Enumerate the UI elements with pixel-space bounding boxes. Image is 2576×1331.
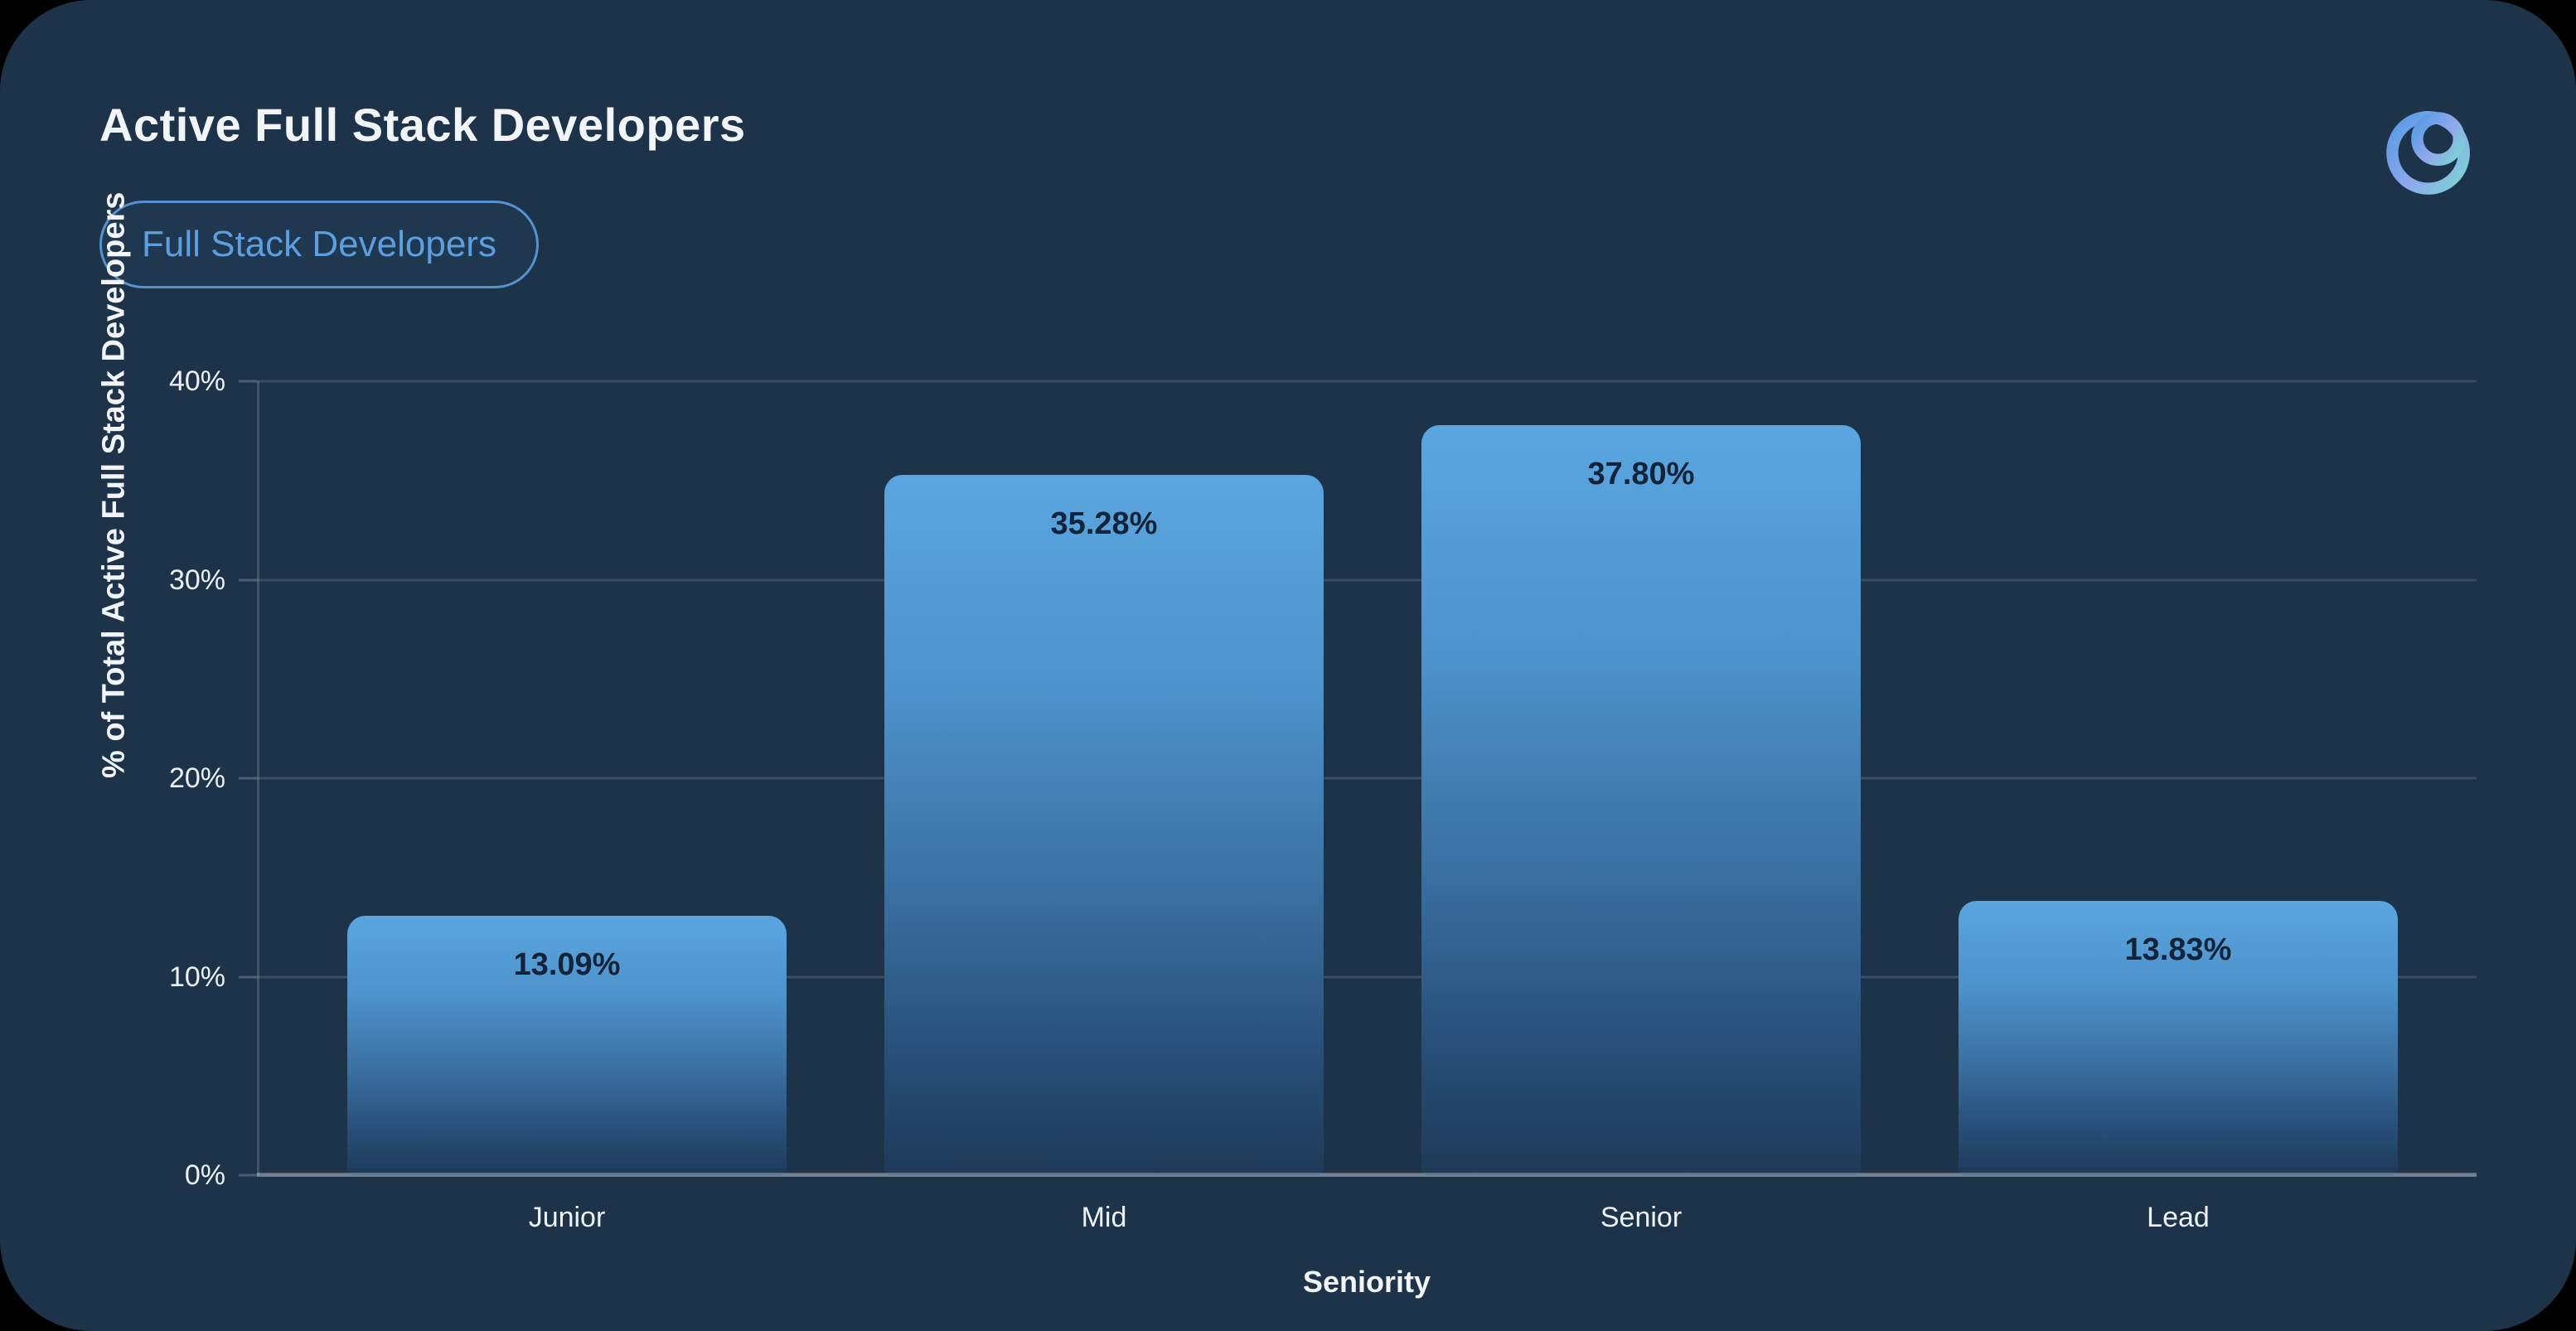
filter-badge[interactable]: Full Stack Developers <box>99 201 539 288</box>
bar-junior[interactable]: 13.09% <box>347 915 787 1175</box>
bar-value-label: 13.09% <box>513 946 621 982</box>
x-tick-label-mid: Mid <box>1081 1202 1127 1233</box>
y-tick-label: 30% <box>168 564 225 596</box>
y-tick-label: 20% <box>168 762 225 794</box>
bar-value-label: 13.83% <box>2124 932 2232 967</box>
y-tick-mark <box>239 777 257 780</box>
y-tick-label: 0% <box>184 1159 225 1191</box>
gridline-0% <box>257 1174 2477 1177</box>
x-tick-label-senior: Senior <box>1600 1202 1683 1233</box>
page-title: Active Full Stack Developers <box>99 99 746 151</box>
x-tick-label-junior: Junior <box>528 1202 606 1233</box>
gridline-30% <box>257 578 2477 581</box>
bar-chart: % of Total Active Full Stack Developers … <box>97 192 2477 1299</box>
y-tick-mark <box>239 380 257 383</box>
x-axis-title: Seniority <box>1302 1265 1431 1299</box>
bar-mid[interactable]: 35.28% <box>884 475 1324 1175</box>
logo-inner-ring <box>2411 112 2465 166</box>
y-tick-mark <box>239 578 257 581</box>
x-tick-label-lead: Lead <box>2147 1202 2210 1233</box>
x-axis-line <box>257 1173 2477 1177</box>
gridline-20% <box>257 777 2477 780</box>
bar-value-label: 35.28% <box>1050 506 1158 542</box>
y-tick-mark <box>239 1174 257 1177</box>
bar-value-label: 37.80% <box>1587 456 1695 491</box>
bar-senior[interactable]: 37.80% <box>1421 424 1861 1175</box>
y-tick-mark <box>239 975 257 978</box>
bar-lead[interactable]: 13.83% <box>1959 900 2398 1175</box>
y-axis-line <box>257 381 259 1175</box>
gridline-40% <box>257 380 2477 383</box>
brand-ring-logo <box>2386 111 2470 195</box>
gridline-10% <box>257 975 2477 978</box>
y-tick-label: 10% <box>168 961 225 993</box>
y-tick-label: 40% <box>168 365 225 397</box>
